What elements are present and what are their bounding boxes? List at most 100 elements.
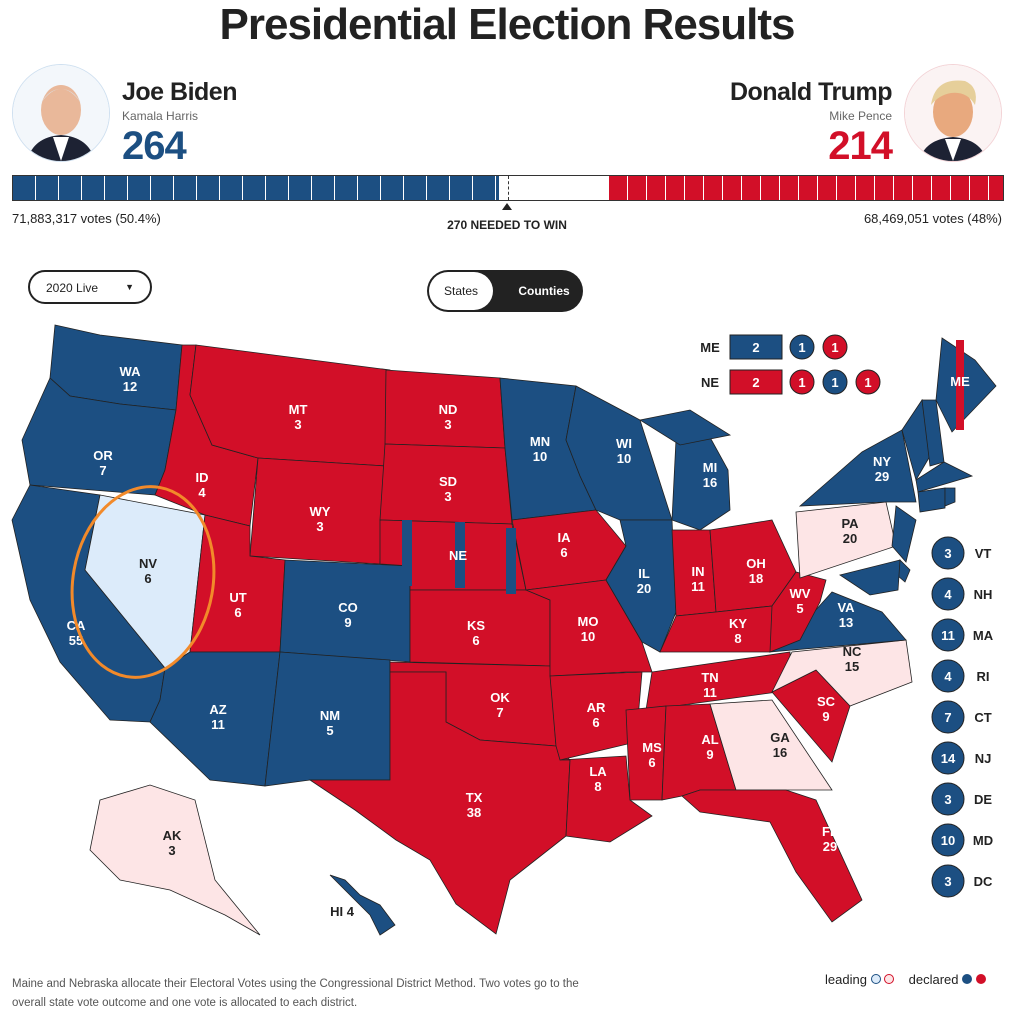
small-state-nh[interactable] — [931, 577, 965, 611]
state-ev-nc: 15 — [845, 659, 859, 674]
footnote: Maine and Nebraska allocate their Electo… — [12, 978, 579, 1009]
ne-statewide-ev: 2 — [752, 375, 759, 390]
small-state-md[interactable] — [931, 823, 965, 857]
state-ev-co: 9 — [344, 615, 351, 630]
state-ev-wa: 12 — [123, 379, 137, 394]
state-nc[interactable] — [771, 639, 913, 707]
small-state-ev: 11 — [941, 628, 955, 643]
state-label-nc: NC — [843, 644, 862, 659]
state-me[interactable] — [935, 337, 997, 433]
state-wv[interactable] — [769, 571, 827, 653]
ne-district-ev: 1 — [864, 375, 871, 390]
state-ct[interactable] — [917, 487, 946, 513]
state-label-mt: MT — [289, 402, 308, 417]
state-ev-mn: 10 — [533, 449, 547, 464]
rep-popular-votes: 68,469,051 votes (48%) — [863, 211, 1002, 226]
page-title: Presidential Election Results — [219, 0, 796, 49]
small-state-ev: 4 — [944, 587, 952, 602]
state-ny[interactable] — [798, 429, 917, 507]
state-label-fl: FL — [822, 824, 838, 839]
state-label-ks: KS — [467, 618, 485, 633]
state-label-mn: MN — [530, 434, 550, 449]
leading-rep-icon — [884, 974, 895, 984]
me-district-ev: 1 — [831, 340, 838, 355]
state-ev-sd: 3 — [444, 489, 451, 504]
state-tx[interactable] — [308, 671, 571, 935]
dem-bar-fill — [13, 176, 499, 200]
state-wi[interactable] — [565, 385, 673, 521]
small-state-nj[interactable] — [931, 741, 965, 775]
small-state-label: MD — [973, 833, 993, 848]
state-ev-tx: 38 — [467, 805, 481, 820]
states-toggle-button[interactable]: States — [429, 272, 493, 310]
state-la[interactable] — [559, 755, 653, 843]
state-ev-ak: 3 — [168, 843, 175, 858]
state-label-ny: NY — [873, 454, 891, 469]
legend-declared-label: declared — [908, 972, 959, 987]
small-state-dc[interactable] — [931, 864, 965, 898]
ne-district-stripe — [455, 522, 465, 588]
small-state-ev: 4 — [944, 669, 952, 684]
state-label-ar: AR — [587, 700, 606, 715]
biden-avatar — [12, 64, 110, 162]
ne-district-circle — [855, 369, 881, 395]
state-ev-in: 11 — [691, 579, 705, 594]
state-label-nv: NV — [139, 556, 157, 571]
me-district-stripe — [956, 340, 964, 430]
small-state-label: NJ — [975, 751, 992, 766]
state-label-nd: ND — [439, 402, 458, 417]
state-ev-ar: 6 — [592, 715, 599, 730]
state-ar[interactable] — [549, 671, 643, 761]
ne-district-circle — [822, 369, 848, 395]
nevada-highlight-circle — [70, 485, 216, 679]
state-ev-ut: 6 — [234, 605, 241, 620]
small-state-label: NH — [974, 587, 993, 602]
state-hi[interactable] — [329, 874, 396, 936]
state-label-wa: WA — [120, 364, 142, 379]
state-label-ut: UT — [229, 590, 246, 605]
state-ev-mo: 10 — [581, 629, 595, 644]
state-ri[interactable] — [944, 487, 956, 507]
state-label-me: ME — [950, 374, 970, 389]
state-label-tn: TN — [701, 670, 718, 685]
state-label-mo: MO — [578, 614, 599, 629]
state-ev-il: 20 — [637, 581, 651, 596]
ne-district-stripe — [402, 520, 412, 586]
state-label-in: IN — [692, 564, 705, 579]
state-md[interactable] — [839, 559, 901, 596]
state-ev-mt: 3 — [294, 417, 301, 432]
small-state-ma[interactable] — [931, 618, 965, 652]
me-statewide-ev: 2 — [752, 340, 759, 355]
state-ev-az: 11 — [211, 717, 225, 732]
small-state-ri[interactable] — [931, 659, 965, 693]
state-ev-wv: 5 — [796, 601, 803, 616]
state-ak[interactable] — [89, 784, 261, 936]
state-label-id: ID — [196, 470, 209, 485]
small-state-vt[interactable] — [931, 536, 965, 570]
counties-toggle-button[interactable]: Counties — [518, 284, 570, 298]
state-ev-or: 7 — [99, 463, 106, 478]
state-nj[interactable] — [891, 505, 917, 563]
small-state-ev: 3 — [944, 874, 951, 889]
state-miu[interactable] — [638, 409, 732, 446]
270-marker — [508, 176, 509, 200]
view-toggle[interactable]: States Counties — [427, 270, 583, 312]
state-label-ne: NE — [449, 548, 467, 563]
ne-district-stripe — [506, 528, 516, 594]
state-label-ms: MS — [642, 740, 662, 755]
state-ev-nm: 5 — [326, 723, 333, 738]
me-district-circle — [822, 334, 848, 360]
state-label-va: VA — [837, 600, 855, 615]
state-fl[interactable] — [681, 789, 863, 923]
rep-electoral-votes: 214 — [828, 124, 893, 168]
state-ga[interactable] — [709, 699, 833, 791]
small-state-ct[interactable] — [931, 700, 965, 734]
caret-down-icon: ▼ — [125, 282, 134, 292]
small-state-ev: 7 — [944, 710, 951, 725]
state-ma[interactable] — [915, 461, 974, 493]
rep-candidate-name: Donald Trump — [729, 78, 893, 106]
me-split-label: ME — [700, 340, 720, 355]
state-label-oh: OH — [746, 556, 766, 571]
small-state-de[interactable] — [931, 782, 965, 816]
year-dropdown[interactable]: 2020 Live ▼ — [28, 270, 152, 304]
